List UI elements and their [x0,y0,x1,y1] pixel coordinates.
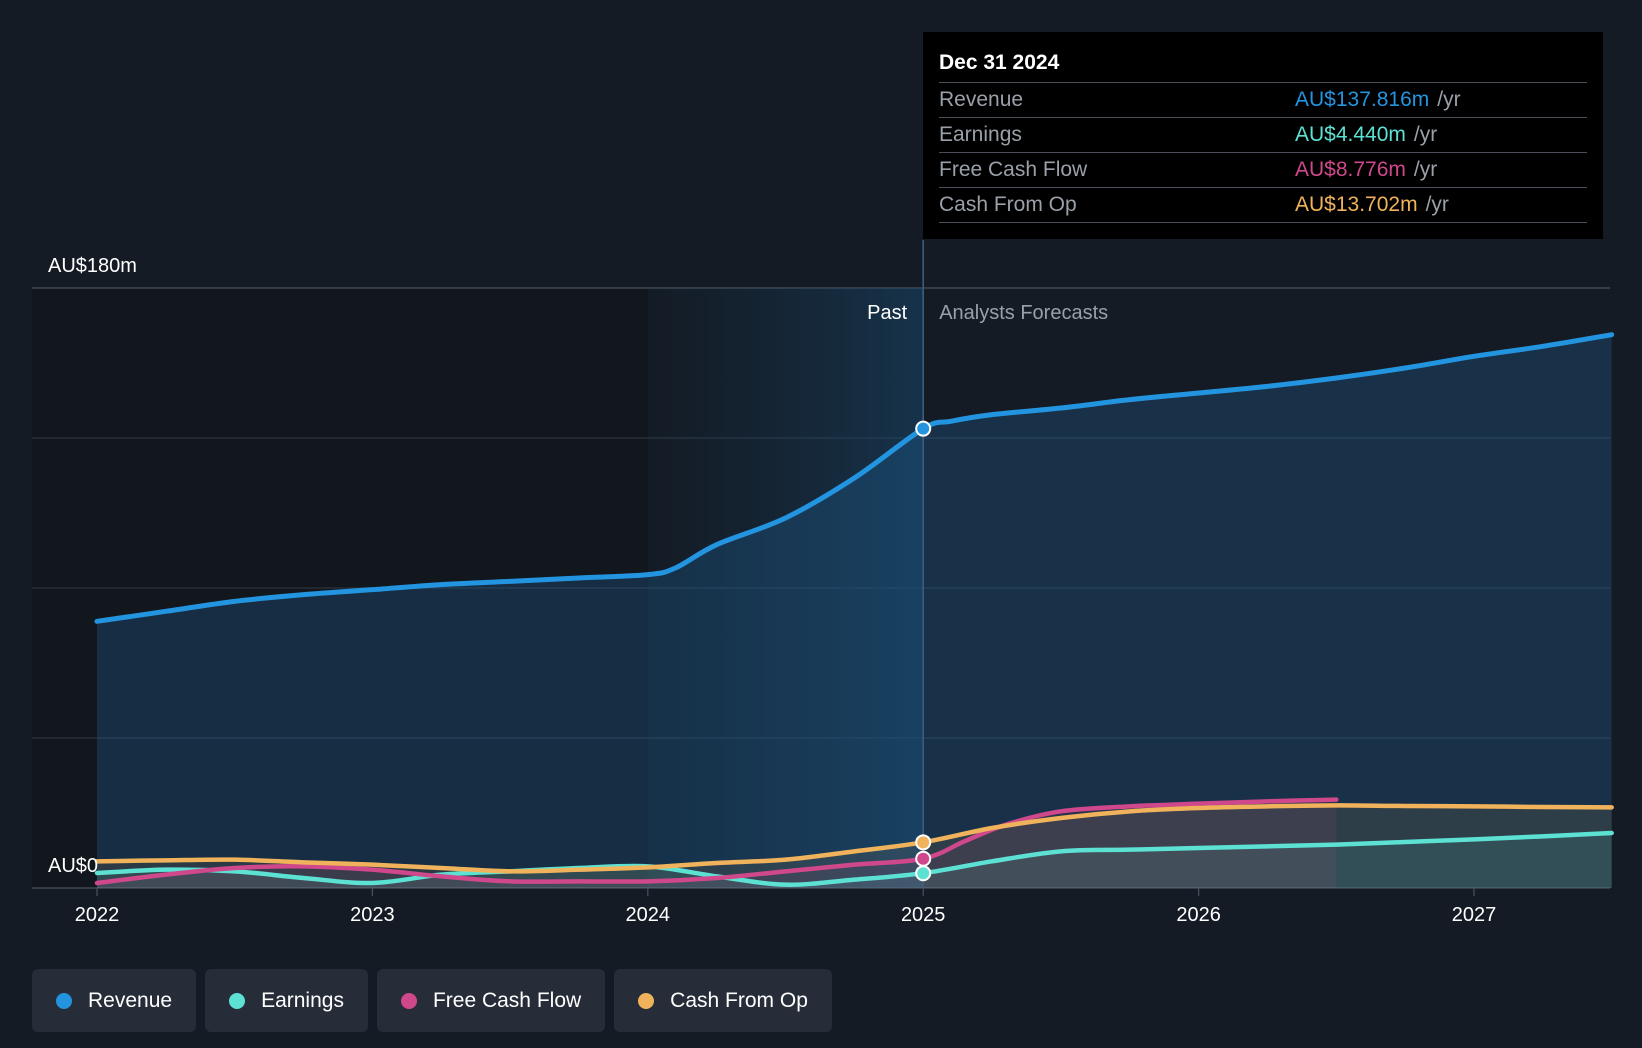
highlight-markers [915,420,932,882]
legend-label: Earnings [261,988,344,1012]
past-label: Past [867,302,907,324]
tooltip-row-cash-from-op: Cash From Op AU$13.702m /yr [939,187,1587,223]
tooltip-value: AU$4.440m [1295,123,1406,146]
cash-from-op-marker [915,834,932,851]
tooltip-label: Revenue [939,88,1024,111]
tooltip-unit: /yr [1425,193,1449,216]
x-tick-label: 2027 [1452,904,1497,926]
cash-from-op-line [94,803,1614,874]
legend: Revenue Earnings Free Cash Flow Cash Fro… [32,969,832,1032]
x-tick-label: 2024 [626,904,671,926]
forecast-label: Analysts Forecasts [939,302,1108,324]
free-cash-flow-dot-icon [400,992,417,1009]
cash-from-op-dot-icon [638,992,655,1009]
legend-label: Free Cash Flow [432,988,582,1012]
y-axis-bottom-label: AU$0 [48,855,98,877]
x-tick-label: 2023 [350,904,395,926]
tooltip-unit: /yr [1413,158,1438,181]
revenue-area [97,334,1612,889]
tooltip-label: Earnings [939,123,1022,146]
x-tick-label: 2026 [1176,904,1221,926]
tooltip: Dec 31 2024 Revenue AU$137.816m /yr Earn… [923,32,1603,239]
free-cash-flow-marker [915,850,932,867]
revenue-marker [915,420,932,437]
tooltip-value: AU$13.702m [1295,193,1418,216]
legend-label: Revenue [88,988,173,1012]
tooltip-date: Dec 31 2024 [939,51,1060,74]
legend-item-earnings[interactable]: Earnings [205,969,368,1032]
free-cash-flow-line [94,797,1339,886]
legend-item-cash-from-op[interactable]: Cash From Op [614,969,832,1032]
tooltip-label: Free Cash Flow [939,158,1088,181]
tooltip-label: Cash From Op [939,193,1077,216]
cash-from-op-area [97,805,1612,888]
legend-label: Cash From Op [670,988,808,1012]
earnings-marker [915,865,932,882]
legend-item-revenue[interactable]: Revenue [32,969,197,1032]
revenue-line [94,332,1615,624]
x-axis-ticks: 2022 2023 2024 2025 2026 2027 [75,888,1497,926]
tooltip-unit: /yr [1437,88,1461,111]
past-shaded-region [647,288,924,888]
tooltip-value: AU$8.776m [1295,158,1406,181]
revenue-dot-icon [56,992,72,1009]
tooltip-row-revenue: Revenue AU$137.816m /yr [939,82,1587,117]
tooltip-unit: /yr [1413,123,1438,146]
x-tick-label: 2025 [901,904,946,926]
tooltip-row-free-cash-flow: Free Cash Flow AU$8.776m /yr [939,152,1587,187]
series-lines [94,332,1615,887]
y-axis-top-label: AU$180m [48,255,137,277]
earnings-dot-icon [229,992,246,1009]
tooltip-value: AU$137.816m [1295,88,1430,111]
earnings-line [94,830,1614,887]
tooltip-row-earnings: Earnings AU$4.440m /yr [939,117,1587,152]
x-tick-label: 2022 [75,904,120,926]
legend-item-free-cash-flow[interactable]: Free Cash Flow [376,969,606,1032]
